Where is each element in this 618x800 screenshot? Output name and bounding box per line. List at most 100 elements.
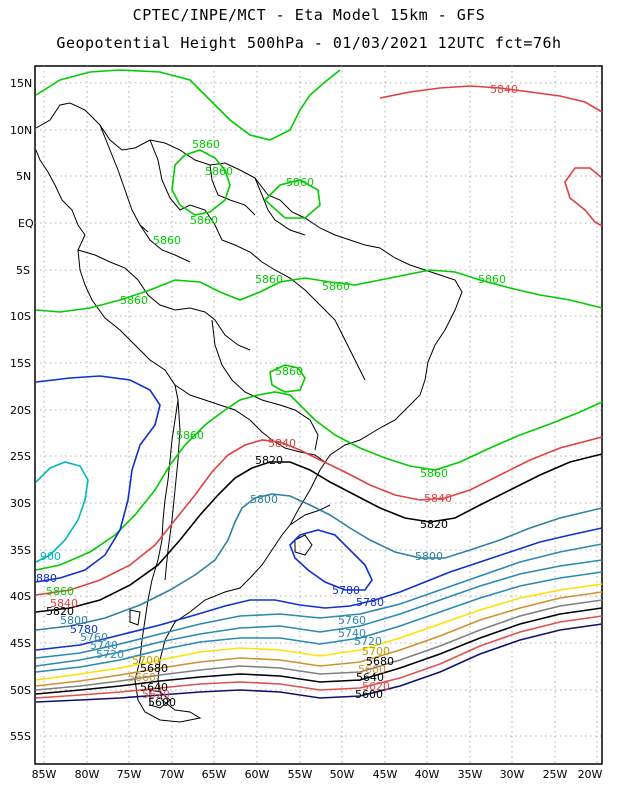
- lon-label: 40W: [415, 768, 440, 781]
- label-5780: 5780: [70, 623, 98, 636]
- contour-5760: [35, 543, 603, 659]
- lat-label: 30S: [10, 497, 31, 510]
- map-frame: [34, 65, 603, 765]
- label-5800: 5800: [250, 493, 278, 506]
- lat-label: 5N: [16, 170, 31, 183]
- label-5740: 5740: [338, 627, 366, 640]
- lon-label: 35W: [458, 768, 483, 781]
- label-5860: 5860: [190, 214, 218, 227]
- label-5800: 5800: [415, 550, 443, 563]
- label-5840: 5840: [50, 597, 78, 610]
- lon-label: 70W: [160, 768, 185, 781]
- longitude-labels: 85W 80W 75W 70W 65W 60W 55W 50W 45W 40W …: [32, 768, 603, 781]
- lon-label: 25W: [543, 768, 568, 781]
- label-5600: 5600: [148, 696, 176, 709]
- label-5820: 5820: [420, 518, 448, 531]
- label-5620: 5620: [142, 688, 170, 701]
- contour-5780-loop: [289, 529, 373, 591]
- lon-label: 85W: [32, 768, 57, 781]
- lat-label: 55S: [10, 730, 31, 743]
- contour-5900-west: [35, 461, 89, 563]
- label-5780: 5780: [356, 596, 384, 609]
- contour-5840-south: [35, 436, 603, 596]
- label-5780: 5780: [332, 584, 360, 597]
- label-5760: 5760: [338, 614, 366, 627]
- contour-5880-west: [35, 375, 161, 583]
- label-5680: 5680: [366, 655, 394, 668]
- lat-label: 15N: [10, 77, 32, 90]
- contour-5860-inner: [171, 149, 231, 216]
- label-5720: 5720: [354, 635, 382, 648]
- label-5860: 5860: [176, 429, 204, 442]
- label-5680: 5680: [140, 662, 168, 675]
- label-5860: 5860: [255, 273, 283, 286]
- contour-5600: [35, 623, 603, 703]
- label-5840: 5840: [490, 83, 518, 96]
- contour-5660: [35, 599, 603, 691]
- label-5860: 5860: [192, 138, 220, 151]
- contour-5860-south: [35, 391, 603, 571]
- lat-label: EQ: [18, 217, 34, 230]
- label-5740: 5740: [90, 639, 118, 652]
- lat-label: 20S: [10, 404, 31, 417]
- graticule: [35, 66, 602, 764]
- coastline: [35, 102, 463, 723]
- contour-5840-east: [564, 167, 603, 227]
- label-5860: 5860: [322, 280, 350, 293]
- contour-5860-bolivia: [269, 364, 306, 393]
- label-5760: 5760: [80, 631, 108, 644]
- label-5860: 5860: [275, 365, 303, 378]
- lon-label: 50W: [330, 768, 355, 781]
- contour-5800: [35, 493, 603, 631]
- map-title-line-2: Geopotential Height 500hPa - 01/03/2021 …: [56, 34, 562, 52]
- lat-label: 15S: [10, 357, 31, 370]
- label-5860: 5860: [286, 176, 314, 189]
- lon-label: 45W: [373, 768, 398, 781]
- label-5660: 5660: [358, 663, 386, 676]
- label-5660: 5660: [128, 671, 156, 684]
- label-5640: 5640: [140, 681, 168, 694]
- lat-label: 10N: [10, 124, 32, 137]
- lat-label: 50S: [10, 684, 31, 697]
- contour-5700: [35, 583, 603, 681]
- lat-label: 10S: [10, 310, 31, 323]
- label-5860: 5860: [120, 294, 148, 307]
- lat-label: 25S: [10, 450, 31, 463]
- label-5860: 5860: [153, 234, 181, 247]
- lon-label: 75W: [117, 768, 142, 781]
- label-5700: 5700: [362, 645, 390, 658]
- label-5800: 5800: [60, 614, 88, 627]
- lon-label: 80W: [75, 768, 100, 781]
- label-5640: 5640: [356, 671, 384, 684]
- lon-label: 20W: [578, 768, 603, 781]
- contour-5840-north: [379, 85, 603, 113]
- lat-label: 40S: [10, 590, 31, 603]
- label-5600: 5600: [355, 688, 383, 701]
- contour-5620: [35, 615, 603, 699]
- label-5860: 5860: [478, 273, 506, 286]
- label-5840: 5840: [424, 492, 452, 505]
- latitude-labels: 15N 10N 5N EQ 5S 10S 15S 20S 25S 30S 35S…: [10, 77, 34, 743]
- contour-lines: [35, 69, 603, 703]
- lon-label: 30W: [500, 768, 525, 781]
- label-5860: 5860: [205, 165, 233, 178]
- contour-5860-tropics: [35, 269, 603, 313]
- label-5720: 5720: [96, 648, 124, 661]
- contour-5680: [35, 591, 603, 687]
- label-5820: 5820: [46, 605, 74, 618]
- contour-5640: [35, 607, 603, 695]
- contour-5720: [35, 571, 603, 673]
- label-5620: 5620: [362, 680, 390, 693]
- contour-5820: [35, 453, 603, 613]
- label-5700: 5700: [132, 654, 160, 667]
- label-5860: 5860: [420, 467, 448, 480]
- contour-5860-inner-2: [263, 179, 321, 219]
- map-title-line-1: CPTEC/INPE/MCT - Eta Model 15km - GFS: [132, 6, 486, 24]
- lon-label: 55W: [288, 768, 313, 781]
- lat-label: 35S: [10, 544, 31, 557]
- contour-5780: [35, 527, 603, 651]
- lat-label: 45S: [10, 637, 31, 650]
- label-900: 900: [40, 550, 61, 563]
- lon-label: 60W: [245, 768, 270, 781]
